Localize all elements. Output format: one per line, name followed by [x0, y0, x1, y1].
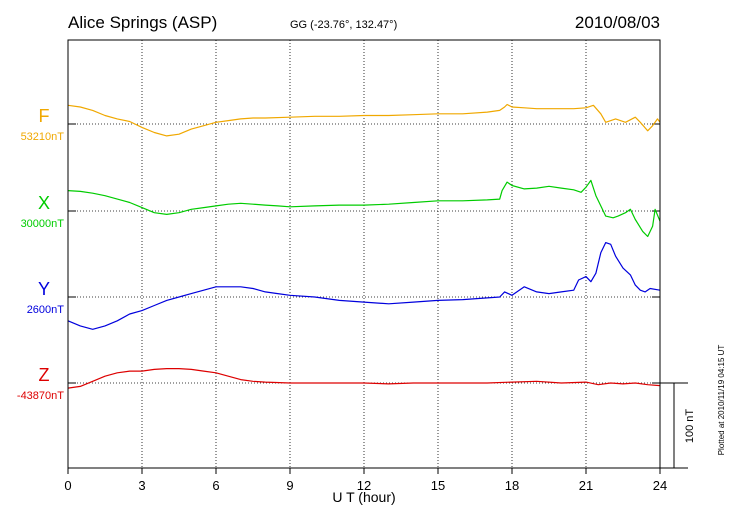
series-line-y: [67, 242, 661, 330]
x-tick-label: 6: [212, 478, 219, 493]
series-line-x: [67, 179, 661, 238]
series-baseline-value-x: 30000nT: [21, 218, 65, 230]
series-group: [67, 103, 661, 389]
x-tick-label: 3: [138, 478, 145, 493]
grid-lines: [141, 40, 587, 468]
x-tick-label: 15: [431, 478, 445, 493]
series-labels: F 53210nT X 30000nT Y 2600nT Z -43870nT: [17, 106, 64, 402]
series-name-z: Z: [39, 365, 50, 385]
series-baseline-value-z: -43870nT: [17, 390, 64, 402]
x-tick-label: 0: [64, 478, 71, 493]
chart-date: 2010/08/03: [575, 13, 660, 32]
series-line-z: [67, 368, 661, 389]
scale-bar: 100 nT: [660, 382, 696, 469]
x-tick-label: 12: [357, 478, 371, 493]
series-baseline-value-f: 53210nT: [21, 131, 65, 143]
x-tick-label: 24: [653, 478, 667, 493]
plot-timestamp: Plotted at 2010/11/19 04:15 UT: [717, 345, 726, 456]
series-name-x: X: [38, 193, 50, 213]
series-name-y: Y: [38, 279, 50, 299]
series-baseline-value-y: 2600nT: [27, 304, 65, 316]
chart-title: Alice Springs (ASP): [68, 13, 217, 32]
x-tick-label: 18: [505, 478, 519, 493]
x-axis-label: U T (hour): [332, 489, 395, 505]
scale-bar-label: 100 nT: [684, 409, 696, 444]
station-coordinates: GG (-23.76°, 132.47°): [290, 19, 397, 31]
x-tick-label: 9: [286, 478, 293, 493]
series-name-f: F: [39, 106, 50, 126]
x-axis-ticks: 0 3 6 9 12 15 18 21 24: [64, 468, 667, 493]
series-line-f: [67, 103, 661, 137]
x-tick-label: 21: [579, 478, 593, 493]
